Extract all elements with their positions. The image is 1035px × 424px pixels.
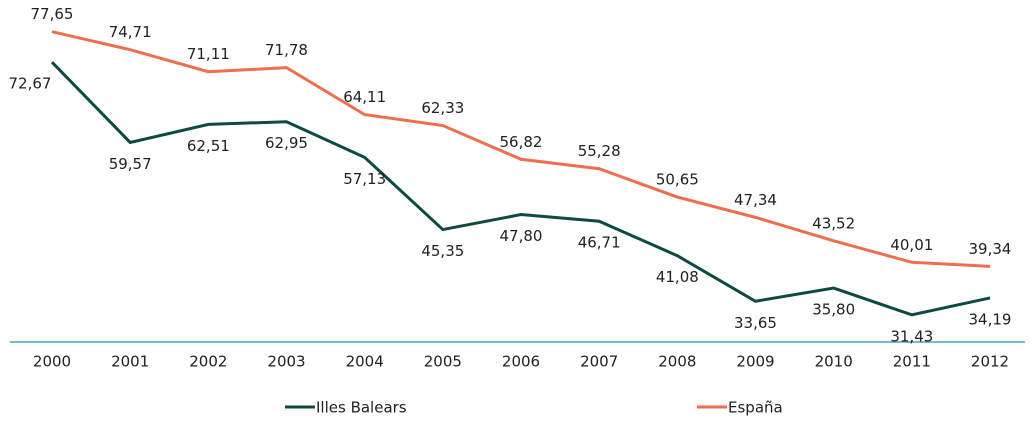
data-label: 62,51 [187, 137, 230, 155]
data-label: 45,35 [421, 242, 464, 260]
series-line [51, 30, 991, 268]
data-label: 57,13 [343, 170, 386, 188]
data-label: 31,43 [890, 327, 933, 345]
x-tick-label: 2009 [736, 353, 774, 371]
data-label: 59,57 [109, 155, 152, 173]
data-label: 35,80 [812, 301, 855, 319]
x-tick-label: 2004 [346, 353, 384, 371]
x-tick-label: 2006 [502, 353, 540, 371]
data-label: 55,28 [578, 142, 621, 160]
x-tick-label: 2005 [424, 353, 462, 371]
data-label: 64,11 [343, 88, 386, 106]
legend-label: España [728, 399, 783, 417]
x-tick-label: 2012 [971, 353, 1009, 371]
x-tick-label: 2000 [33, 353, 71, 371]
data-label: 39,34 [969, 240, 1012, 258]
legend-label: Illes Balears [316, 399, 407, 417]
data-label: 77,65 [31, 5, 74, 23]
data-label: 72,67 [9, 75, 52, 93]
data-label: 62,95 [265, 134, 308, 152]
data-label: 50,65 [656, 171, 699, 189]
data-label: 47,80 [500, 227, 543, 245]
data-label: 46,71 [578, 234, 621, 252]
x-tick-label: 2002 [189, 353, 227, 371]
data-label: 71,78 [265, 41, 308, 59]
data-label: 74,71 [109, 23, 152, 41]
data-label: 47,34 [734, 191, 777, 209]
data-label: 56,82 [500, 133, 543, 151]
series-line [50, 61, 991, 317]
data-label: 41,08 [656, 268, 699, 286]
x-tick-label: 2001 [111, 353, 149, 371]
x-tick-label: 2008 [658, 353, 696, 371]
data-label: 71,11 [187, 45, 230, 63]
data-label: 33,65 [734, 314, 777, 332]
x-tick-label: 2007 [580, 353, 618, 371]
data-label: 62,33 [421, 99, 464, 117]
x-tick-label: 2011 [893, 353, 931, 371]
data-label: 43,52 [812, 214, 855, 232]
data-label: 40,01 [890, 236, 933, 254]
data-label: 34,19 [969, 310, 1012, 328]
x-tick-label: 2003 [267, 353, 305, 371]
x-tick-label: 2010 [815, 353, 853, 371]
